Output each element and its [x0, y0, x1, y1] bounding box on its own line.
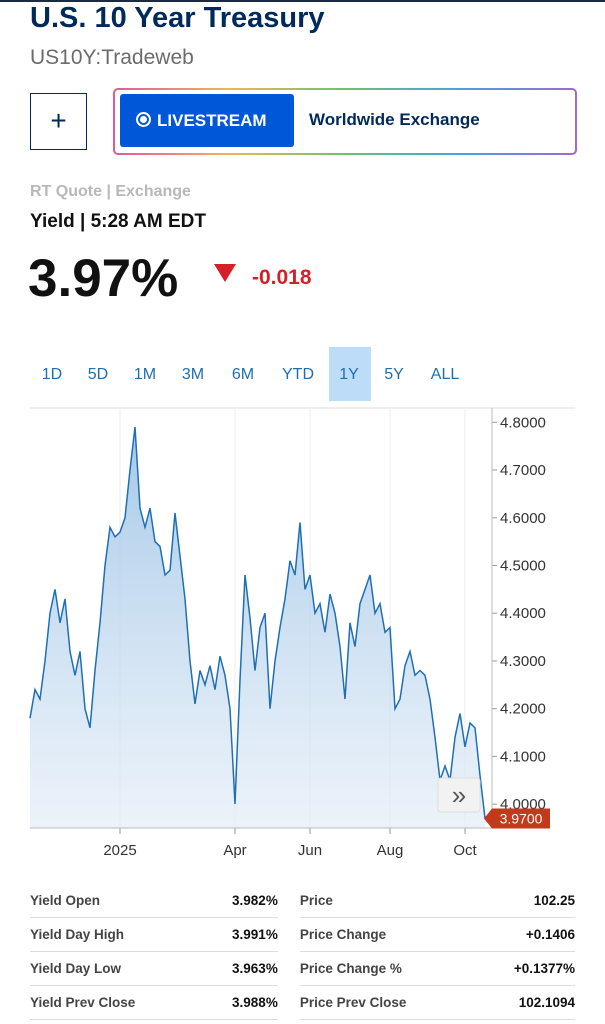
line [29, 427, 486, 819]
y-tick-label: 4.7000 [500, 462, 546, 479]
gap [278, 884, 300, 918]
y-tick-label: 4.2000 [500, 701, 546, 718]
stat-label: Price Change [299, 917, 475, 952]
y-tick-label: 4.8000 [500, 414, 546, 431]
stat-label: Price [299, 884, 475, 918]
stat-label: Yield Open [30, 884, 203, 918]
stat-label: Yield Day Low [30, 951, 203, 986]
tab[interactable]: YTD [282, 366, 314, 383]
stat-label: Yield Prev Close [30, 985, 203, 1020]
title: U.S. 10 Year Treasury [30, 2, 325, 34]
stat-value: 102.1094 [474, 985, 575, 1020]
expand-button[interactable] [437, 777, 481, 813]
y-tick-label: 4.5000 [500, 558, 546, 575]
top-bar [0, 0, 605, 2]
tab[interactable]: 5D [87, 366, 109, 383]
stats-row: Yield Day High 3.991% Price Change +0.1406 [30, 917, 575, 952]
stat-value: 3.963% [202, 951, 278, 986]
expand-icon: » [452, 780, 466, 810]
y-tick-label: 4.3000 [500, 653, 546, 670]
add-button[interactable]: + [30, 93, 87, 150]
gap [278, 986, 300, 1020]
tab[interactable]: 6M [231, 366, 255, 383]
livestream-label: LIVESTREAM [157, 111, 267, 130]
tab[interactable]: 1D [41, 366, 63, 383]
stat-value: +0.1406 [474, 917, 575, 952]
x-tick-label: Aug [377, 842, 404, 859]
quote-source: RT Quote | Exchange [30, 183, 191, 200]
active-tab-bg [329, 347, 371, 401]
y-tick-label: 4.6000 [500, 510, 546, 527]
livestream-button[interactable]: LIVESTREAM [120, 94, 294, 147]
x-tick-label: 2025 [103, 842, 136, 859]
stat-label: Price Change % [299, 951, 475, 986]
exchange-label[interactable]: Worldwide Exchange [309, 110, 480, 129]
quote-label: Yield | 5:28 AM EDT [30, 211, 207, 232]
stat-value: 3.991% [202, 917, 278, 952]
y-tick-label: 4.1000 [500, 748, 546, 765]
quote-value: 3.97% [28, 249, 179, 308]
stat-value: +0.1377% [474, 951, 575, 986]
down-arrow [214, 264, 236, 282]
stat-label: Price Prev Close [299, 985, 475, 1020]
last-value-label: 3.9700 [500, 810, 543, 826]
y-tick-label: 4.4000 [500, 605, 546, 622]
quote-change: -0.018 [252, 266, 312, 289]
tab[interactable]: 5Y [384, 366, 404, 383]
tab[interactable]: ALL [430, 366, 460, 383]
subtitle: US10Y:Tradeweb [30, 46, 194, 69]
x-tick-label: Oct [453, 842, 477, 859]
gap [278, 918, 300, 952]
live-icon [136, 112, 151, 127]
tab[interactable]: 3M [181, 366, 205, 383]
stats-row: Yield Prev Close 3.988% Price Prev Close 10… [30, 985, 575, 1020]
last-value-box [484, 808, 550, 829]
chart: 2025 Apr Jun Aug Oct4.00004.10004.20004.3000… [29, 407, 575, 859]
stats-table: Yield Open 3.982% Price 102.25 Yield Day Hig… [30, 884, 575, 1020]
area [30, 427, 485, 828]
x-tick-label: Jun [298, 842, 322, 859]
stat-label: Yield Day High [30, 917, 203, 952]
x-tick-label: Apr [223, 842, 246, 859]
gap [278, 952, 300, 986]
tab[interactable]: 1M [133, 366, 157, 383]
stats-row: Yield Open 3.982% Price 102.25 [30, 884, 575, 918]
stat-value: 3.982% [202, 884, 278, 918]
stats-row: Yield Day Low 3.963% Price Change % +0.1377… [30, 951, 575, 986]
tab-active[interactable]: 1Y [339, 366, 359, 383]
stat-value: 102.25 [474, 884, 575, 918]
stat-value: 3.988% [202, 985, 278, 1020]
